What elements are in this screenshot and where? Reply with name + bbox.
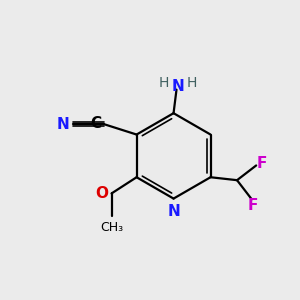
Text: F: F: [256, 157, 267, 172]
Text: CH₃: CH₃: [100, 221, 123, 234]
Text: N: N: [57, 117, 70, 132]
Text: N: N: [167, 204, 180, 219]
Text: C: C: [91, 116, 102, 131]
Text: N: N: [172, 79, 184, 94]
Text: H: H: [159, 76, 169, 90]
Text: F: F: [248, 198, 258, 213]
Text: O: O: [95, 186, 108, 201]
Text: H: H: [187, 76, 197, 90]
